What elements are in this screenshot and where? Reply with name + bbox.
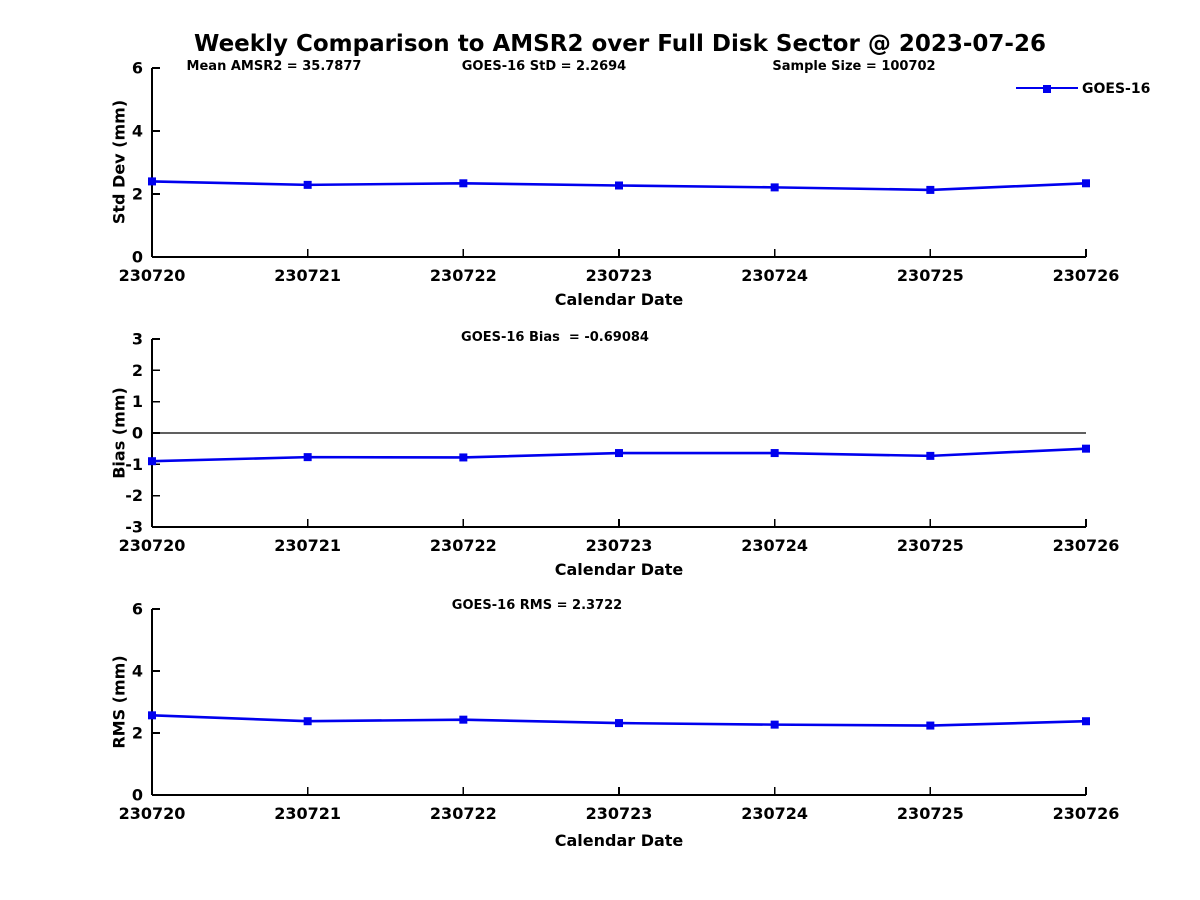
x-tick-label: 230724 — [741, 266, 808, 285]
y-tick-label: 1 — [132, 392, 143, 411]
data-point-marker — [770, 183, 779, 192]
y-tick-label: 4 — [132, 122, 143, 141]
rms-subtitle: GOES-16 RMS = 2.3722 — [451, 598, 623, 613]
y-tick-label: 3 — [132, 330, 143, 349]
stat-sample-size: Sample Size = 100702 — [772, 59, 936, 74]
series-line — [151, 714, 1087, 727]
x-tick-label: 230722 — [430, 266, 497, 285]
rms-plot: 0 2 4 6 230720 230721 230722 230723 230724 230725… — [119, 600, 1120, 824]
data-point-marker — [1082, 444, 1090, 453]
data-point-marker — [615, 449, 623, 458]
x-tick-label: 230724 — [741, 804, 808, 823]
data-point-marker — [770, 720, 779, 729]
x-tick-label: 230725 — [897, 266, 964, 285]
x-tick-label: 230726 — [1053, 536, 1120, 555]
data-point-marker — [303, 180, 312, 189]
y-tick-label: 0 — [132, 248, 143, 267]
data-point-marker — [303, 453, 312, 462]
y-tick-label: 0 — [132, 786, 143, 805]
bias-subtitle: GOES-16 Bias = -0.69084 — [461, 330, 649, 345]
data-point-marker — [148, 457, 156, 466]
x-tick-label: 230720 — [119, 804, 186, 823]
x-tick-label: 230722 — [430, 804, 497, 823]
x-tick-label: 230726 — [1053, 266, 1120, 285]
data-point-marker — [926, 185, 935, 194]
x-tick-label: 230721 — [274, 536, 341, 555]
rms-ylabel: RMS (mm) — [109, 655, 129, 749]
stat-mean-amsr2: Mean AMSR2 = 35.7877 — [186, 59, 362, 74]
data-point-marker — [770, 449, 779, 458]
data-point-marker — [148, 177, 156, 186]
x-tick-label: 230725 — [897, 804, 964, 823]
x-tick-label: 230721 — [274, 266, 341, 285]
y-tick-label: 2 — [132, 361, 143, 380]
stddev-xlabel: Calendar Date — [554, 290, 684, 309]
series-line — [151, 180, 1087, 192]
x-tick-label: 230723 — [586, 804, 653, 823]
data-point-marker — [926, 721, 935, 730]
stddev-plot: 0 2 4 6 230720 230721 230722 230723 230724 230725… — [119, 59, 1120, 286]
data-point-marker — [303, 717, 312, 726]
data-point-marker — [459, 179, 468, 188]
series-line — [151, 447, 1087, 463]
x-tick-label: 230726 — [1053, 804, 1120, 823]
bias-ylabel: Bias (mm) — [109, 387, 129, 479]
y-tick-label: 2 — [132, 724, 143, 743]
data-point-marker — [459, 715, 468, 724]
legend-label: GOES-16 — [1082, 81, 1151, 97]
chart-title: Weekly Comparison to AMSR2 over Full Dis… — [194, 31, 1046, 57]
x-tick-label: 230723 — [586, 536, 653, 555]
x-tick-label: 230720 — [119, 266, 186, 285]
data-point-marker — [1082, 717, 1090, 726]
y-tick-label: 2 — [132, 185, 143, 204]
rms-xlabel: Calendar Date — [554, 831, 684, 850]
x-tick-label: 230722 — [430, 536, 497, 555]
data-point-marker — [926, 451, 935, 460]
data-point-marker — [615, 181, 623, 190]
y-tick-label: 6 — [132, 59, 143, 78]
x-tick-label: 230723 — [586, 266, 653, 285]
stat-goes16-std: GOES-16 StD = 2.2694 — [461, 59, 627, 74]
data-point-marker — [615, 719, 623, 728]
x-tick-label: 230720 — [119, 536, 186, 555]
y-tick-label: 4 — [132, 662, 143, 681]
y-tick-label: 0 — [132, 424, 143, 443]
y-tick-label: 6 — [132, 600, 143, 619]
data-point-marker — [1082, 179, 1090, 188]
x-tick-label: 230721 — [274, 804, 341, 823]
bias-xlabel: Calendar Date — [554, 560, 684, 579]
x-tick-label: 230725 — [897, 536, 964, 555]
y-tick-label: -2 — [125, 486, 143, 505]
data-point-marker — [459, 453, 468, 462]
legend-marker — [1043, 84, 1051, 93]
data-point-marker — [148, 711, 156, 720]
y-tick-label: -3 — [125, 518, 143, 537]
x-tick-label: 230724 — [741, 536, 808, 555]
stddev-ylabel: Std Dev (mm) — [109, 99, 129, 225]
